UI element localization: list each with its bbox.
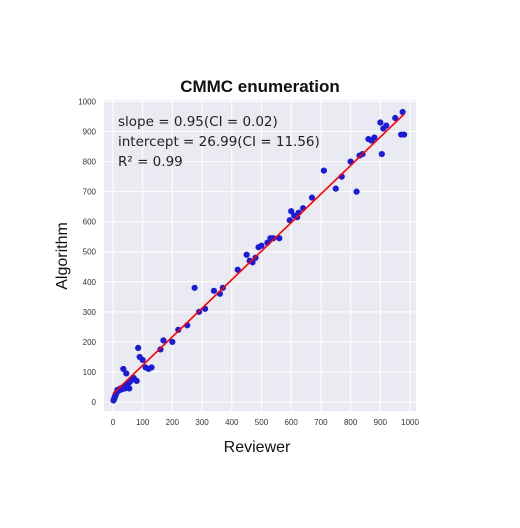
x-tick-label: 400 (225, 418, 239, 427)
chart-title: CMMC enumeration (180, 77, 340, 96)
data-point (270, 235, 277, 242)
data-point (234, 266, 241, 273)
data-point (135, 344, 142, 351)
data-point (258, 242, 265, 249)
y-axis-label: Algorithm (54, 222, 71, 290)
grid (104, 100, 416, 411)
y-tick-label: 0 (92, 398, 97, 407)
y-tick-label: 100 (83, 368, 97, 377)
data-point (157, 346, 164, 353)
data-point (320, 167, 327, 174)
data-point (191, 284, 198, 291)
data-point (288, 208, 295, 215)
data-point (160, 337, 167, 344)
data-point (308, 194, 316, 201)
data-point (399, 108, 406, 116)
x-tick-label: 600 (285, 418, 299, 427)
data-point (332, 185, 339, 192)
data-point (120, 365, 127, 373)
data-point (210, 287, 218, 294)
x-tick-label: 700 (314, 418, 328, 427)
data-point (378, 150, 385, 158)
data-point (133, 377, 140, 385)
y-tick-labels: 0 100 200 300 400 500 600 700 800 900 1000 (78, 98, 96, 407)
x-tick-label: 200 (166, 418, 180, 427)
data-point (401, 131, 408, 138)
data-point (276, 235, 283, 242)
scatter-points (110, 108, 408, 404)
y-tick-label: 400 (83, 278, 97, 287)
x-tick-labels: 0 100 200 300 400 500 600 700 800 900 1000 (111, 418, 420, 427)
x-tick-label: 500 (255, 418, 269, 427)
x-tick-label: 900 (374, 418, 388, 427)
data-point (175, 326, 182, 333)
x-tick-label: 800 (344, 418, 358, 427)
data-point (377, 119, 384, 126)
y-tick-label: 200 (83, 338, 97, 347)
x-tick-label: 300 (195, 418, 209, 427)
data-point (383, 122, 390, 129)
y-tick-label: 300 (83, 308, 97, 317)
y-tick-label: 500 (83, 248, 97, 257)
y-tick-label: 700 (83, 188, 97, 197)
data-point (371, 134, 378, 141)
y-tick-label: 800 (83, 158, 97, 167)
y-tick-label: 600 (83, 218, 97, 227)
fit-line (112, 113, 405, 395)
data-point (123, 370, 130, 377)
y-tick-label: 1000 (78, 98, 96, 107)
data-point (126, 385, 133, 392)
slope-annotation: slope = 0.95(CI = 0.02) (118, 114, 278, 130)
data-point (353, 188, 360, 195)
intercept-annotation: intercept = 26.99(CI = 11.56) (118, 134, 320, 150)
x-tick-label: 100 (136, 418, 150, 427)
data-point (169, 338, 176, 345)
x-tick-label: 0 (111, 418, 116, 427)
r-squared-annotation: R² = 0.99 (118, 154, 183, 170)
y-tick-label: 900 (83, 128, 97, 137)
data-point (392, 114, 399, 122)
x-axis-label: Reviewer (224, 439, 291, 456)
data-point (243, 251, 250, 258)
data-point (148, 364, 155, 371)
x-tick-label: 1000 (401, 418, 419, 427)
data-point (139, 356, 146, 364)
